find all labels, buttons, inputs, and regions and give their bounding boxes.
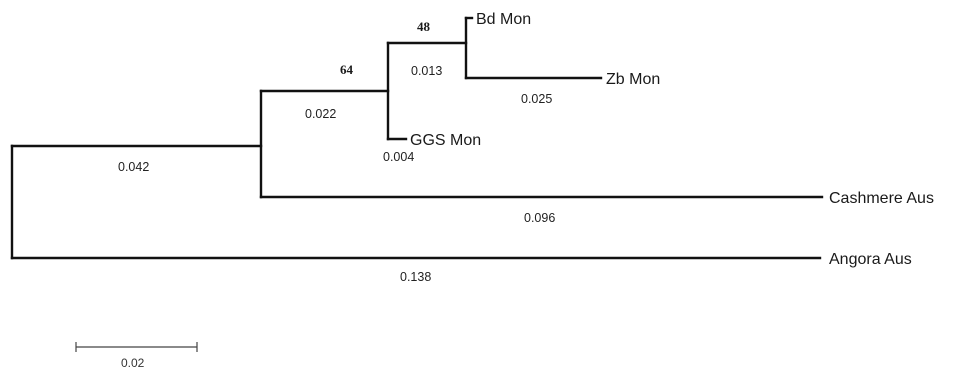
taxon-bd-mon: Bd Mon — [476, 11, 531, 28]
tree-branches — [10, 16, 824, 260]
bootstrap-values: 48 64 — [340, 19, 431, 77]
bootstrap-bd-zb-node: 48 — [417, 19, 431, 34]
branch-length-zb-mon: 0.025 — [521, 92, 552, 106]
branch-length-bd-zb-stem: 0.013 — [411, 64, 442, 78]
taxon-angora-aus: Angora Aus — [829, 251, 912, 268]
branch-length-ggs-mon: 0.004 — [383, 150, 414, 164]
branch-length-angora-aus: 0.138 — [400, 270, 431, 284]
branch-length-goat-clade-stem: 0.042 — [118, 160, 149, 174]
branch-length-labels: 0.013 0.025 0.022 0.004 0.042 0.096 0.13… — [118, 64, 555, 284]
taxon-zb-mon: Zb Mon — [606, 71, 660, 88]
taxon-cashmere-aus: Cashmere Aus — [829, 190, 934, 207]
scale-bar: 0.02 — [75, 342, 198, 369]
branch-length-cashmere-aus: 0.096 — [524, 211, 555, 225]
taxon-ggs-mon: GGS Mon — [410, 132, 481, 149]
scale-bar-label: 0.02 — [121, 356, 145, 369]
bootstrap-mon-clade-node: 64 — [340, 62, 354, 77]
branch-length-mon-clade-stem: 0.022 — [305, 107, 336, 121]
leaf-labels: Bd Mon Zb Mon GGS Mon Cashmere Aus Angor… — [410, 11, 934, 268]
